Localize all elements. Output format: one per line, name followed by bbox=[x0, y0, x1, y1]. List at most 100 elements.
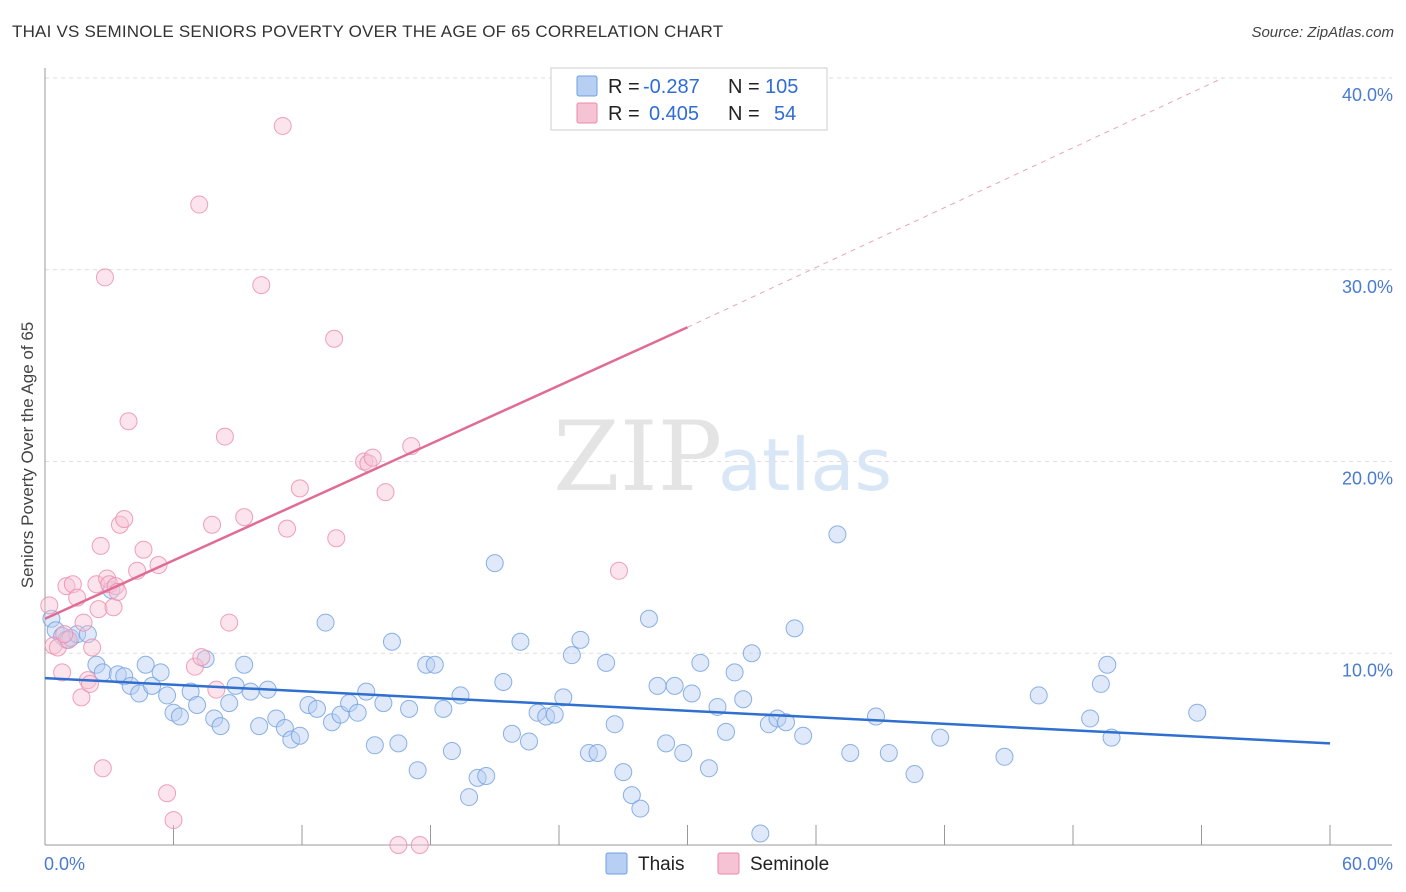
point-thais bbox=[1029, 686, 1048, 705]
bottom-legend-label-seminole: Seminole bbox=[750, 854, 829, 875]
y-tick-label: 30.0% bbox=[1342, 277, 1393, 297]
legend-swatch-thais bbox=[576, 75, 598, 97]
point-thais bbox=[639, 609, 658, 628]
point-seminole bbox=[91, 536, 110, 555]
point-thais bbox=[374, 694, 393, 713]
legend-n-value-seminole: 54 bbox=[774, 103, 796, 125]
legend-n-value-thais: 105 bbox=[765, 76, 798, 98]
point-seminole bbox=[215, 427, 234, 446]
point-thais bbox=[1081, 709, 1100, 728]
point-thais bbox=[631, 799, 650, 818]
point-seminole bbox=[134, 540, 153, 559]
point-seminole bbox=[104, 598, 123, 617]
point-thais bbox=[87, 655, 106, 674]
point-thais bbox=[841, 743, 860, 762]
point-thais bbox=[205, 709, 224, 728]
point-seminole bbox=[185, 657, 204, 676]
point-thais bbox=[725, 663, 744, 682]
point-thais bbox=[115, 667, 134, 686]
point-thais bbox=[554, 688, 573, 707]
point-thais bbox=[365, 736, 384, 755]
point-thais bbox=[136, 655, 155, 674]
point-thais bbox=[605, 715, 624, 734]
point-seminole bbox=[95, 268, 114, 287]
point-seminole bbox=[273, 116, 292, 135]
scatter-points bbox=[40, 116, 1207, 854]
point-thais bbox=[226, 676, 245, 695]
point-thais bbox=[1098, 655, 1117, 674]
watermark-atlas: atlas bbox=[718, 423, 892, 507]
point-thais bbox=[460, 788, 479, 807]
point-thais bbox=[485, 554, 504, 573]
point-thais bbox=[562, 646, 581, 665]
point-thais bbox=[400, 699, 419, 718]
point-thais bbox=[742, 644, 761, 663]
point-seminole bbox=[89, 600, 108, 619]
point-thais bbox=[442, 742, 461, 761]
point-seminole bbox=[190, 195, 209, 214]
point-thais bbox=[571, 630, 590, 649]
bottom-legend-swatch-seminole bbox=[717, 852, 740, 875]
point-seminole bbox=[158, 784, 177, 803]
x-tick-label: 60.0% bbox=[1342, 854, 1393, 874]
point-thais bbox=[158, 686, 177, 705]
watermark: ZIP atlas bbox=[553, 401, 892, 513]
point-thais bbox=[425, 655, 444, 674]
legend-n-label: N = bbox=[728, 76, 760, 98]
point-thais bbox=[382, 632, 401, 651]
point-thais bbox=[78, 625, 97, 644]
point-thais bbox=[657, 734, 676, 753]
point-thais bbox=[665, 676, 684, 695]
point-thais bbox=[275, 719, 294, 738]
point-thais bbox=[220, 694, 239, 713]
point-thais bbox=[734, 690, 753, 709]
point-thais bbox=[682, 684, 701, 703]
y-tick-label: 40.0% bbox=[1342, 85, 1393, 105]
point-thais bbox=[290, 726, 309, 745]
point-thais bbox=[494, 673, 513, 692]
legend-r-label: R = bbox=[608, 76, 640, 98]
point-seminole bbox=[389, 836, 408, 854]
bottom-legend-label-thais: Thais bbox=[638, 854, 684, 875]
point-thais bbox=[588, 743, 607, 762]
point-thais bbox=[357, 682, 376, 701]
point-seminole bbox=[74, 613, 93, 632]
trend-line-thais bbox=[44, 676, 1331, 745]
point-thais bbox=[170, 707, 189, 726]
point-thais bbox=[250, 717, 269, 736]
point-thais bbox=[282, 730, 301, 749]
point-thais bbox=[995, 747, 1014, 766]
point-thais bbox=[143, 676, 162, 695]
grid-lines bbox=[45, 77, 1392, 654]
point-thais bbox=[785, 619, 804, 638]
point-seminole bbox=[164, 811, 183, 830]
y-axis-label: Seniors Poverty Over the Age of 65 bbox=[18, 322, 37, 588]
legend-r-label: R = bbox=[608, 103, 640, 125]
point-thais bbox=[502, 724, 521, 743]
point-thais bbox=[751, 824, 770, 843]
legend-r-value-seminole: 0.405 bbox=[649, 103, 699, 125]
trend-line-seminole bbox=[44, 326, 689, 620]
point-thais bbox=[614, 763, 633, 782]
chart-title: THAI VS SEMINOLE SENIORS POVERTY OVER TH… bbox=[12, 22, 724, 41]
point-thais bbox=[520, 732, 539, 751]
legend-n-label: N = bbox=[728, 103, 760, 125]
point-thais bbox=[699, 759, 718, 778]
point-thais bbox=[597, 653, 616, 672]
bottom-legend: Thais Seminole bbox=[605, 852, 829, 875]
point-seminole bbox=[40, 596, 59, 615]
point-seminole bbox=[220, 613, 239, 632]
point-seminole bbox=[63, 575, 82, 594]
point-seminole bbox=[192, 648, 211, 667]
trend-line-seminole-extension bbox=[687, 77, 1224, 328]
point-thais bbox=[188, 696, 207, 715]
point-thais bbox=[648, 676, 667, 695]
point-thais bbox=[828, 525, 847, 544]
point-seminole bbox=[235, 508, 254, 527]
y-tick-label: 10.0% bbox=[1342, 660, 1393, 680]
point-thais bbox=[545, 705, 564, 724]
point-thais bbox=[151, 663, 170, 682]
point-seminole bbox=[87, 575, 106, 594]
point-seminole bbox=[72, 688, 91, 707]
